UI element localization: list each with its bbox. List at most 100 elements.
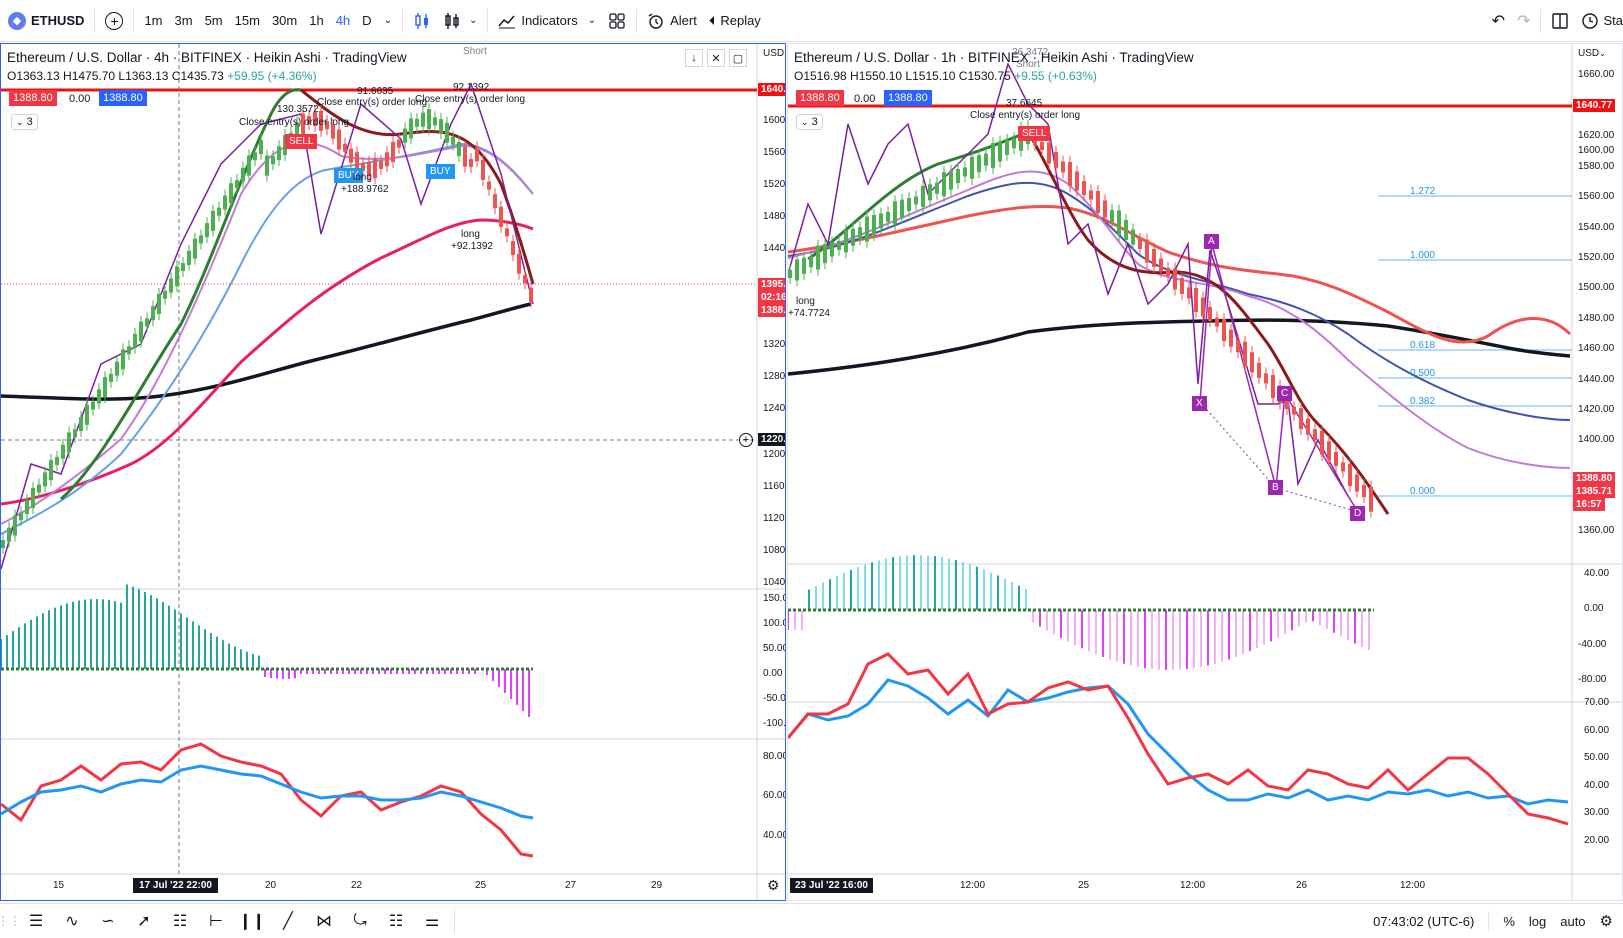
right-chart-canvas[interactable] <box>788 44 1623 901</box>
candle-body <box>145 318 149 327</box>
lines-tool-icon[interactable]: ☰ <box>28 912 44 930</box>
candle-body <box>1166 268 1170 276</box>
pattern-point-x[interactable]: X <box>1192 396 1207 411</box>
pattern-point-c[interactable]: C <box>1277 386 1293 401</box>
close-icon[interactable]: ✕ <box>707 49 725 67</box>
sell-price-box[interactable]: 1388.80 <box>796 90 844 106</box>
pattern-point-a[interactable]: A <box>1204 234 1219 249</box>
layout-button[interactable] <box>1545 0 1575 41</box>
ohlc-values: O1516.98 H1550.10 L1515.10 C1530.75 <box>794 69 1011 83</box>
interval-15m[interactable]: 15m <box>229 0 266 41</box>
interval-30m[interactable]: 30m <box>266 0 303 41</box>
price-axis-label: 1320.00 <box>763 339 786 350</box>
candle-body <box>223 195 227 210</box>
price-axis-label: 1520.00 <box>1578 252 1615 263</box>
interval-5m[interactable]: 5m <box>199 0 229 41</box>
price-axis-label: 1440.00 <box>763 243 786 254</box>
pattern-point-b[interactable]: B <box>1268 480 1283 495</box>
percent-toggle[interactable]: % <box>1503 913 1515 929</box>
candle-body <box>25 500 29 515</box>
interval-1h[interactable]: 1h <box>303 0 329 41</box>
rsi-axis-label: 80.00 <box>763 751 786 762</box>
watchlist-button[interactable]: Sta <box>1575 0 1623 41</box>
candle-body <box>493 194 497 209</box>
replay-button[interactable]: ⏴ Replay <box>703 0 767 41</box>
sell-price-box[interactable]: 1388.80 <box>9 90 57 106</box>
interval-1m[interactable]: 1m <box>138 0 168 41</box>
log-toggle[interactable]: log <box>1528 913 1547 929</box>
chart-style-button[interactable]: ⌄ <box>437 0 483 41</box>
interval-4h[interactable]: 4h <box>330 0 356 41</box>
alert-button[interactable]: Alert <box>641 0 703 41</box>
templates-button[interactable] <box>602 0 632 41</box>
symbol-search[interactable]: ◆ ETHUSD <box>0 0 90 41</box>
interval-label: 1h <box>309 13 324 28</box>
interval-3m[interactable]: 3m <box>169 0 199 41</box>
candle-body <box>1222 319 1226 342</box>
chart-type-button[interactable] <box>407 0 437 41</box>
settings-gear-icon[interactable]: ⚙ <box>1599 913 1613 930</box>
fib-retracement[interactable] <box>1378 195 1572 497</box>
candle-body <box>319 110 323 131</box>
abc-pattern-icon[interactable]: ∿ <box>65 912 79 930</box>
left-chart-canvas[interactable] <box>1 44 786 901</box>
candle-body <box>1257 362 1261 378</box>
candle-body <box>469 159 473 168</box>
currency-label[interactable]: USD⌄ <box>763 48 785 59</box>
time-axis-label: 15 <box>53 880 65 891</box>
xabcd-pattern-icon[interactable]: ⋈ <box>316 912 332 930</box>
chart-legend-title[interactable]: Ethereum / U.S. Dollar · 1h · BITFINEX ·… <box>794 50 1194 65</box>
auto-toggle[interactable]: auto <box>1560 913 1586 929</box>
candle-body <box>809 256 813 268</box>
maximize-icon[interactable]: ▢ <box>729 49 747 67</box>
currency-label[interactable]: USD⌄ <box>1578 48 1606 59</box>
compare-button[interactable]: + <box>99 0 129 41</box>
rsi-axis-label: 40.00 <box>1584 780 1610 791</box>
divider <box>487 8 489 33</box>
indicators-collapse[interactable]: ⌄ 3 <box>11 114 38 130</box>
buy-price-box[interactable]: 1388.80 <box>99 90 147 106</box>
right-chart-pane[interactable]: Ethereum / U.S. Dollar · 1h · BITFINEX ·… <box>787 43 1623 901</box>
horizontal-ray-icon[interactable]: ⊢ <box>209 912 223 930</box>
buy-price-box[interactable]: 1388.80 <box>884 90 932 106</box>
pitchfork-icon[interactable]: ❙❙ <box>238 912 266 930</box>
regression-icon[interactable]: ☷ <box>388 912 404 930</box>
candle-body <box>1334 451 1338 466</box>
chart-legend-title[interactable]: Ethereum / U.S. Dollar · 4h · BITFINEX ·… <box>7 50 407 65</box>
candle-body <box>1362 485 1366 498</box>
candle-body <box>1 540 5 548</box>
candle-body <box>1306 418 1310 435</box>
indicators-collapse[interactable]: ⌄ 3 <box>796 114 823 130</box>
clock-label[interactable]: 07:43:02 (UTC-6) <box>1373 913 1475 929</box>
candle-body <box>879 213 883 229</box>
osc-axis-label: 100.00 <box>763 618 785 629</box>
channel-tool-icon[interactable]: ☷ <box>172 912 188 930</box>
left-chart-pane[interactable]: Ethereum / U.S. Dollar · 4h · BITFINEX ·… <box>0 43 786 901</box>
candle-body <box>1173 268 1177 290</box>
interval-d[interactable]: D <box>356 0 377 41</box>
add-crosshair-icon[interactable]: + <box>739 433 753 447</box>
undo-button[interactable]: ↶ <box>1486 0 1511 41</box>
candle-body <box>1096 191 1100 213</box>
gear-icon[interactable]: ⚙ <box>767 877 780 893</box>
arrow-down-icon[interactable]: ↓ <box>685 49 703 67</box>
drag-handle-icon[interactable]: ⋮⋮ <box>0 913 21 928</box>
redo-button[interactable]: ↷ <box>1511 0 1536 41</box>
indicator-count: 3 <box>26 116 33 128</box>
price-axis-label: 1560.00 <box>1578 191 1615 202</box>
path-tool-icon[interactable]: ➚ <box>137 912 151 930</box>
price-axis-label: 1400.00 <box>1578 434 1615 445</box>
trend-line-icon[interactable]: ╱ <box>283 912 293 930</box>
elliott-wave-icon[interactable]: ∽ <box>101 912 115 930</box>
candle-body <box>928 184 932 201</box>
top-toolbar: ◆ ETHUSD + 1m 3m 5m 15m 30m 1h 4h D ⌄ ⌄ … <box>0 0 1623 42</box>
fib-tool-icon[interactable]: ⚌ <box>424 912 440 930</box>
indicators-button[interactable]: Indicators ⌄ <box>492 0 602 41</box>
candle-body <box>1369 486 1373 512</box>
spiral-icon[interactable]: ⤿ <box>353 911 367 929</box>
candle-body <box>445 122 449 143</box>
crosshair-price-tag: 1220.74 <box>758 433 785 446</box>
osc-axis-label: 50.00 <box>763 643 786 654</box>
pattern-point-d[interactable]: D <box>1350 506 1366 521</box>
interval-dropdown[interactable]: ⌄ <box>378 0 398 41</box>
